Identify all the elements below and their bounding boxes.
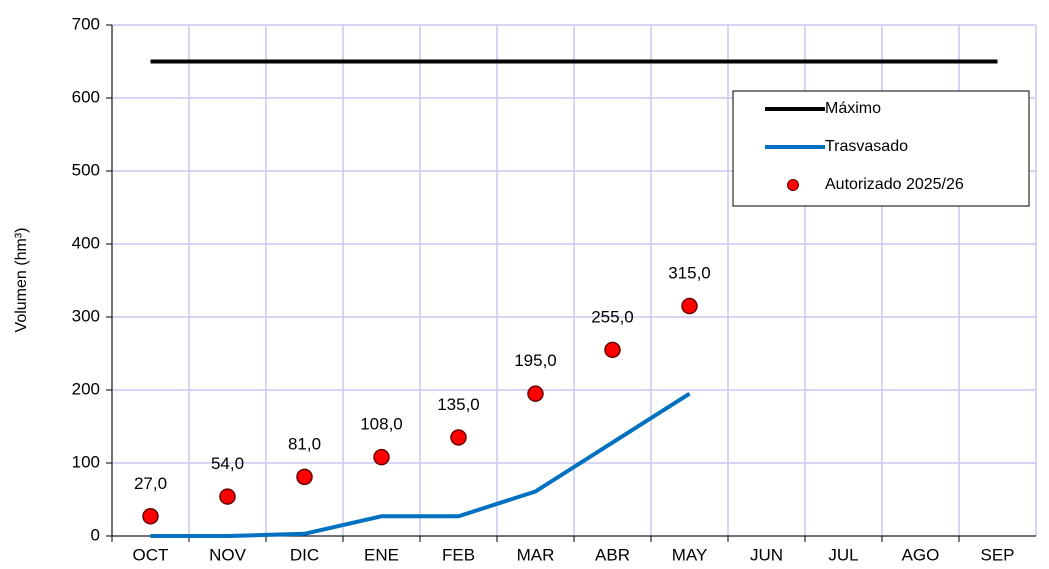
x-tick-label: FEB — [442, 545, 475, 564]
y-tick-label: 400 — [72, 233, 100, 252]
point — [450, 429, 467, 446]
x-tick-label: OCT — [133, 545, 169, 564]
legend-marker — [787, 179, 799, 191]
data-label: 255,0 — [591, 307, 634, 326]
x-tick-label: NOV — [209, 545, 247, 564]
y-tick-label: 0 — [91, 525, 100, 544]
point — [373, 448, 390, 466]
x-tick-label: JUN — [750, 545, 783, 564]
point — [296, 468, 313, 486]
y-tick-label: 100 — [72, 452, 100, 471]
point — [681, 297, 698, 315]
x-tick-label: ABR — [595, 545, 630, 564]
y-tick-label: 700 — [72, 14, 100, 33]
y-tick-label: 500 — [72, 160, 100, 179]
data-label: 108,0 — [360, 415, 403, 434]
legend-label: Máximo — [825, 100, 881, 117]
x-tick-label: DIC — [290, 545, 319, 564]
y-axis-label: Volumen (hm³) — [13, 228, 30, 333]
point — [604, 341, 621, 359]
point — [142, 508, 159, 525]
data-label: 315,0 — [668, 264, 711, 283]
data-label: 135,0 — [437, 395, 480, 414]
data-label: 27,0 — [134, 474, 167, 493]
x-tick-label: AGO — [902, 545, 940, 564]
data-label: 81,0 — [288, 434, 321, 453]
point — [527, 385, 544, 402]
y-tick-label: 600 — [72, 87, 100, 106]
point — [219, 488, 236, 505]
y-tick-label: 200 — [72, 379, 100, 398]
x-tick-label: SEP — [980, 545, 1014, 564]
x-tick-label: MAR — [517, 545, 555, 564]
legend-label: Autorizado 2025/26 — [825, 176, 964, 193]
x-tick-label: JUL — [828, 545, 858, 564]
data-label: 195,0 — [514, 351, 557, 370]
x-tick-label: MAY — [672, 545, 708, 564]
line-series — [150, 391, 691, 538]
data-label: 54,0 — [211, 454, 244, 473]
x-tick-label: ENE — [364, 545, 399, 564]
legend-label: Trasvasado — [825, 138, 908, 155]
y-tick-label: 300 — [72, 306, 100, 325]
